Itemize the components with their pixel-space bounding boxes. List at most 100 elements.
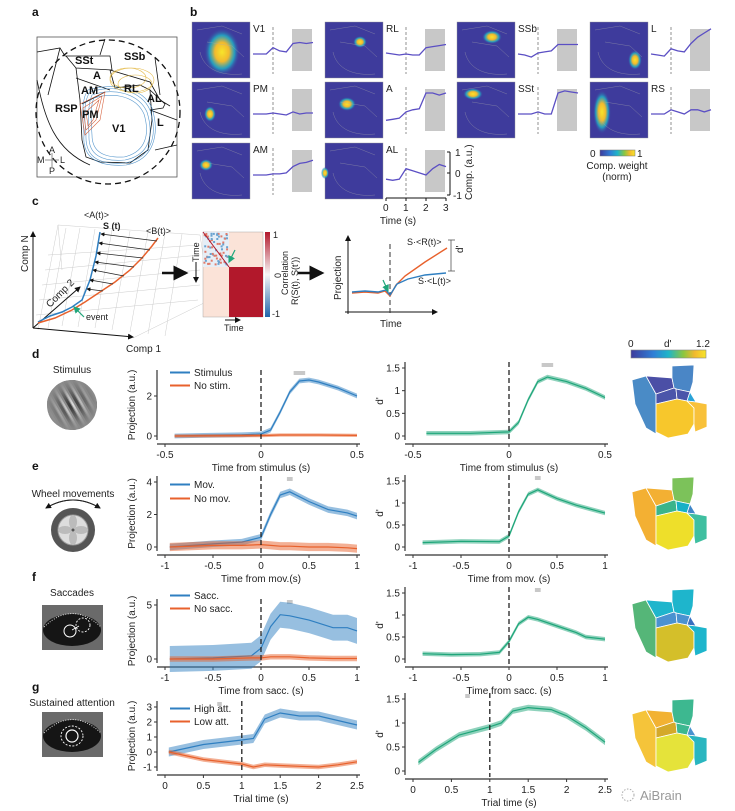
component-label: AM [253,145,268,156]
y-axis-label: Projection (a.u.) [127,701,138,772]
series-confidence-band [422,487,605,545]
x-axis-label: Trial time (s) [233,794,288,805]
legend-entry: Mov. [194,480,215,491]
row-title-stimulus: Stimulus [53,365,91,376]
region-ssb [671,364,695,393]
label-event: event [86,312,109,322]
label-dprime: d' [455,245,466,253]
comp-weight-colorbar: 0 1 Comp. weight (norm) [586,149,647,183]
component-cell: V1 [191,21,314,79]
schematic-y-label: Projection [333,256,344,300]
x-tick-label: 1 [602,561,608,572]
colorbar-min: 0 [590,149,596,160]
comp-axis-label: Comp. (a.u.) [464,144,475,200]
gabor-stimulus-icon [47,380,97,430]
legend-entry: High att. [194,704,231,715]
corr-cbar-max: 1 [273,230,278,240]
x-axis-label: Time from sacc. (s) [218,686,303,697]
x-tick-label: -0.5 [156,450,174,461]
region-maps [631,364,708,773]
x-tick-label: 0.5 [302,673,316,684]
series-line [169,543,358,550]
region-dprime-map-e [631,476,708,551]
eye-saccade-image [42,605,103,650]
x-tick-label: 1 [602,673,608,684]
x-tick-label: 0 [506,673,512,684]
time-axis-label: Time (s) [380,216,416,227]
response-window [292,29,312,71]
x-tick-label: 0.5 [444,785,458,796]
area-label-am: AM [81,85,98,97]
x-tick-label: -1 [161,673,170,684]
y-tick-label: 1 [394,386,400,397]
y-tick-label: 3 [146,703,152,714]
wheel-icon [45,499,101,552]
x-tick-label: 2 [316,781,322,792]
panel-label-d: d [32,347,39,361]
panel-label-g: g [32,680,39,694]
series-confidence-band [169,601,357,672]
component-label: SSb [518,24,537,35]
plot-e-projection: 0 2 4 -1 -0.5 0 0.5 1 Time from mov.(s) Projectio… [127,476,360,585]
y-tick-label: 0.5 [386,633,400,644]
component-trace [253,111,313,116]
series-confidence-band [426,374,605,436]
x-tick-label: 0 [258,450,264,461]
y-tick-label: 2 [146,392,152,403]
x-axis-label: Time from stimulus (s) [460,463,559,474]
panel-label-c: c [32,194,39,208]
component-cell: AM [191,142,314,200]
response-window [557,89,577,131]
y-tick-label: 0 [394,767,400,778]
region-ssb [671,476,695,505]
significance-bar [286,477,293,481]
component-label: V1 [253,24,266,35]
y-tick-label: 0 [394,432,400,443]
significance-bar [541,363,554,367]
y-tick-label: 0 [146,748,152,759]
region-ssb [671,698,695,727]
region-dprime-map-g [631,698,708,773]
component-cell: PM [191,81,313,139]
comp-tick-0: 0 [455,169,461,180]
y-tick-label: 0 [146,543,152,554]
axis-label-comp-n: Comp N [20,235,31,272]
x-tick-label: -0.5 [204,673,222,684]
comp-tick-neg1: -1 [453,191,462,202]
response-window [292,150,312,192]
y-tick-label: 0 [146,432,152,443]
series-line [426,376,606,434]
area-label-sst: SSt [75,55,94,67]
x-tick-label: 1 [487,785,493,796]
plot-e-dprime: 0 0.5 1 1.5 -1 -0.5 0 0.5 1 Time from mov. (s) d' [375,475,608,585]
x-tick-label: 0.5 [302,561,316,572]
response-window [292,89,312,131]
y-tick-label: 1.5 [386,364,400,375]
y-axis-label: Projection (a.u.) [127,596,138,667]
region-l [685,400,708,433]
x-tick-label: 0.5 [550,673,564,684]
legend-entry: No stim. [194,381,231,392]
legend-entry: Low att. [194,717,229,728]
component-weight-map [324,21,384,79]
significance-bar [465,694,470,698]
x-tick-label: 0 [410,785,416,796]
x-tick-label: 1 [354,673,360,684]
plot-d-projection: 0 2 -0.5 0 0.5 Time from stimulus (s) Projecti… [127,368,364,474]
watermark-logo-icon [621,788,635,802]
significance-bar [217,702,222,706]
series-line [169,656,357,660]
dprime-cbar-label: d' [664,339,672,350]
component-grid: V1 RL SSb L PM A SSt RS AM AL [191,21,712,200]
component-cell: A [324,81,447,139]
label-single-trial: S (t) [103,221,121,231]
significance-bar [286,600,293,604]
x-tick-label: -0.5 [452,673,470,684]
component-trace [518,90,579,115]
component-cell: AL [321,142,447,200]
component-label: SSt [518,84,534,95]
y-axis-label: Projection (a.u.) [127,370,138,441]
dprime-cbar-max: 1.2 [696,339,710,350]
time-tick-3: 3 [443,203,449,214]
legend-entry: No mov. [194,494,231,505]
